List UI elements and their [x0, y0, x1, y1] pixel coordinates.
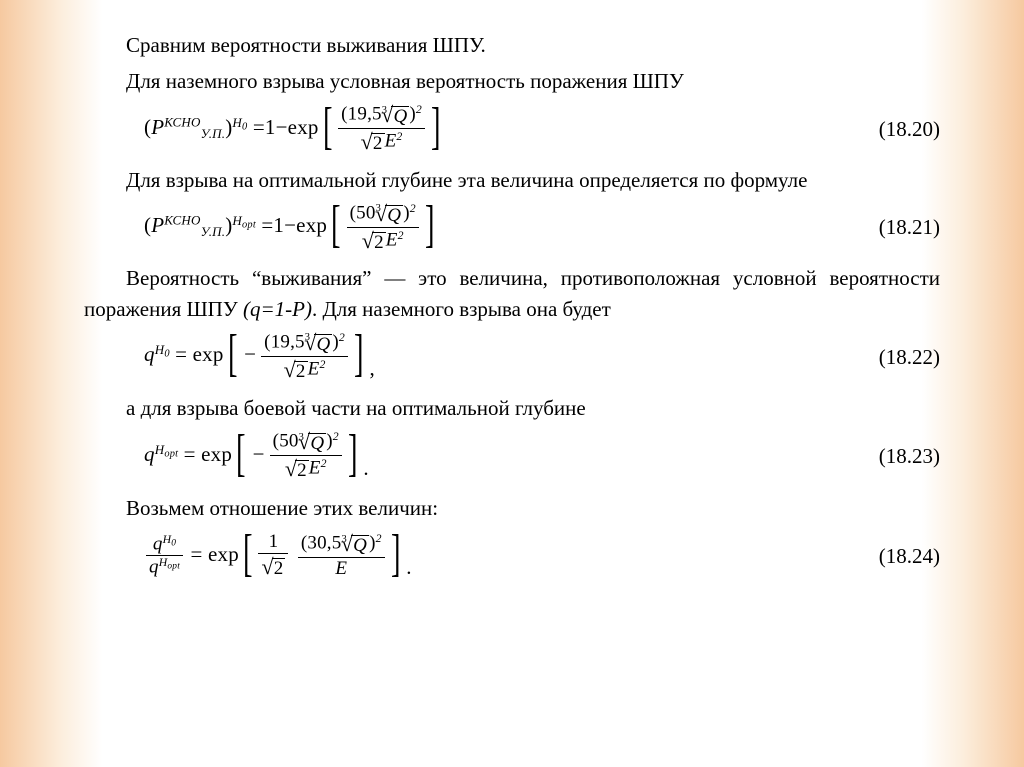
equation-number-18-20: (18.20) — [860, 114, 940, 144]
equation-18-20-body: (PКСНОУ.П.)H0 =1−exp[ (19,53√Q)2 √2E2 ] — [144, 103, 860, 155]
equation-18-21: (PКСНОУ.П.)Hopt =1−exp[ (503√Q)2 √2E2 ] … — [84, 201, 940, 253]
paragraph-4b: . Для наземного взрыва она будет — [312, 297, 611, 321]
equation-number-18-22: (18.22) — [860, 342, 940, 372]
paragraph-5: а для взрыва боевой части на оптимальной… — [84, 393, 940, 423]
equation-18-23: qHopt = exp[− (503√Q)2 √2E2 ]. (18.23) — [84, 430, 940, 483]
equation-18-22-body: qH0 = exp[− (19,53√Q)2 √2E2 ], — [144, 330, 860, 383]
equation-number-18-21: (18.21) — [860, 212, 940, 242]
equation-18-21-body: (PКСНОУ.П.)Hopt =1−exp[ (503√Q)2 √2E2 ] — [144, 201, 860, 253]
inline-formula-q: (q=1-P) — [243, 297, 312, 321]
slide: Сравним вероятности выживания ШПУ. Для н… — [0, 0, 1024, 767]
equation-18-22: qH0 = exp[− (19,53√Q)2 √2E2 ], (18.22) — [84, 330, 940, 383]
equation-18-24-body: qH0 qHopt = exp[ 1 √2 (30,53√Q)2 E ]. — [144, 530, 860, 583]
paragraph-1: Сравним вероятности выживания ШПУ. — [84, 30, 940, 60]
paragraph-6: Возьмем отношение этих величин: — [84, 493, 940, 523]
paragraph-3: Для взрыва на оптимальной глубине эта ве… — [84, 165, 940, 195]
equation-18-23-body: qHopt = exp[− (503√Q)2 √2E2 ]. — [144, 430, 860, 483]
equation-number-18-23: (18.23) — [860, 441, 940, 471]
paragraph-2: Для наземного взрыва условная вероятност… — [84, 66, 940, 96]
paragraph-4: Вероятность “выживания” — это величина, … — [84, 263, 940, 324]
equation-18-20: (PКСНОУ.П.)H0 =1−exp[ (19,53√Q)2 √2E2 ] … — [84, 103, 940, 155]
equation-number-18-24: (18.24) — [860, 541, 940, 571]
equation-18-24: qH0 qHopt = exp[ 1 √2 (30,53√Q)2 E ]. (1… — [84, 530, 940, 583]
